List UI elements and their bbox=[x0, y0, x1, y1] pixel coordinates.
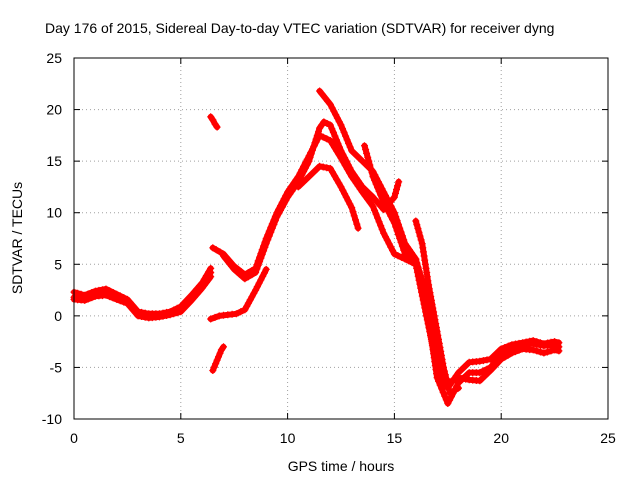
grid bbox=[74, 58, 608, 419]
series-markers bbox=[207, 113, 221, 131]
series-markers bbox=[412, 217, 462, 397]
y-tick-label: 20 bbox=[46, 102, 62, 118]
series-track-b bbox=[70, 264, 215, 318]
series-markers bbox=[294, 162, 362, 232]
tick-labels: 0 5 10 15 20 25 -10 -5 0 5 10 15 20 25 bbox=[42, 50, 616, 446]
y-tick-label: 25 bbox=[46, 50, 62, 66]
series-track-i bbox=[412, 217, 462, 397]
x-tick-label: 25 bbox=[600, 430, 616, 446]
y-tick-label: -10 bbox=[42, 411, 62, 427]
series-markers bbox=[209, 343, 227, 374]
y-tick-label: 5 bbox=[54, 256, 62, 272]
x-tick-label: 0 bbox=[70, 430, 78, 446]
y-tick-label: 15 bbox=[46, 153, 62, 169]
series-segment-low bbox=[209, 343, 227, 374]
chart-title: Day 176 of 2015, Sidereal Day-to-day VTE… bbox=[45, 20, 554, 36]
series-band bbox=[209, 343, 227, 374]
series-markers bbox=[361, 142, 563, 387]
axis-ticks bbox=[73, 57, 609, 420]
series-track-e bbox=[220, 118, 403, 283]
y-tick-label: -5 bbox=[50, 359, 63, 375]
x-axis-title: GPS time / hours bbox=[288, 458, 395, 474]
y-tick-label: 10 bbox=[46, 205, 62, 221]
data-series bbox=[70, 87, 563, 407]
series-segment-dip bbox=[207, 265, 270, 323]
series-track-c bbox=[70, 273, 215, 322]
series-segment-high bbox=[207, 113, 221, 131]
series-markers bbox=[207, 265, 270, 323]
y-axis-title: SDTVAR / TECUs bbox=[9, 182, 25, 294]
series-track-h bbox=[361, 142, 563, 387]
series-markers bbox=[220, 118, 403, 283]
plot-frame bbox=[73, 57, 609, 420]
series-track-f bbox=[294, 162, 362, 232]
x-tick-label: 10 bbox=[280, 430, 296, 446]
series-band bbox=[207, 113, 221, 131]
x-tick-label: 20 bbox=[493, 430, 509, 446]
y-tick-label: 0 bbox=[54, 308, 62, 324]
x-tick-label: 15 bbox=[387, 430, 403, 446]
x-tick-label: 5 bbox=[177, 430, 185, 446]
